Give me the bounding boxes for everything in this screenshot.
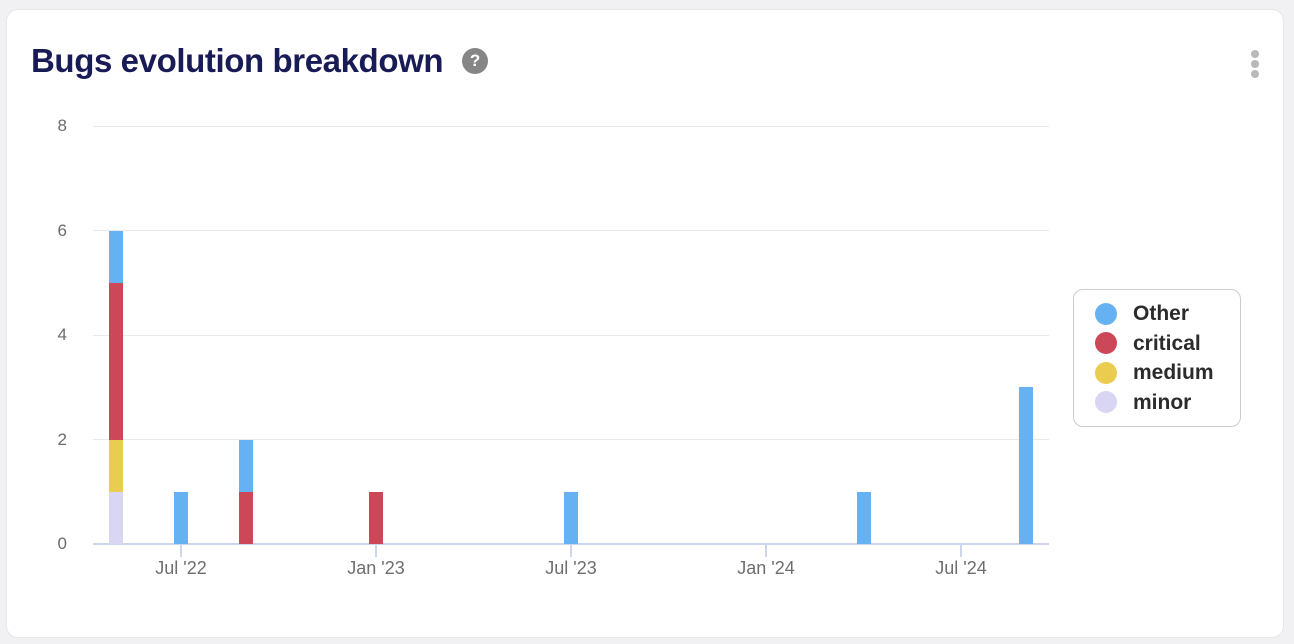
kebab-menu-icon[interactable]	[1249, 48, 1261, 80]
legend-item-label: critical	[1133, 331, 1201, 355]
bar-chart: 0 2 4 6 8 Jul '22 Jan '23 Jul '23 Jan '24 Jul '24	[7, 10, 1283, 637]
legend-marker-icon	[1095, 332, 1117, 355]
legend-item-label: medium	[1133, 361, 1214, 385]
legend-marker-icon	[1095, 391, 1117, 414]
bar-segment-other[interactable]	[109, 230, 123, 283]
legend-item-critical[interactable]: critical	[1095, 329, 1240, 359]
gridline	[93, 125, 1049, 127]
legend-marker-icon	[1095, 361, 1117, 384]
y-axis-label: 6	[57, 220, 67, 240]
legend-item-label: minor	[1133, 390, 1192, 414]
bar-segment-critical[interactable]	[239, 491, 253, 544]
y-axis-label: 8	[57, 116, 67, 135]
card-header: Bugs evolution breakdown ?	[31, 42, 489, 79]
y-axis-label: 4	[57, 325, 67, 344]
chart-title: Bugs evolution breakdown	[31, 42, 444, 79]
y-axis-label: 2	[57, 429, 67, 449]
x-axis-label: Jan '23	[347, 558, 405, 578]
x-axis-label: Jul '23	[545, 558, 597, 578]
gridline	[93, 439, 1049, 440]
kebab-dot	[1251, 60, 1259, 68]
bar-segment-medium[interactable]	[109, 439, 123, 492]
bar-segment-other[interactable]	[856, 491, 871, 544]
legend-item-other[interactable]: Other	[1095, 299, 1240, 329]
x-axis-label: Jul '22	[155, 558, 207, 578]
legend-marker-icon	[1095, 302, 1117, 325]
kebab-dot	[1251, 50, 1259, 58]
y-axis-label: 0	[57, 534, 67, 553]
x-axis-label: Jan '24	[737, 558, 795, 578]
x-axis-tick	[570, 544, 572, 557]
legend-item-minor[interactable]: minor	[1095, 388, 1240, 418]
legend-item-medium[interactable]: medium	[1095, 358, 1240, 388]
bar-segment-critical[interactable]	[369, 491, 383, 544]
x-axis-tick	[180, 544, 182, 557]
x-axis-label: Jul '24	[935, 558, 987, 578]
kebab-dot	[1251, 70, 1259, 78]
gridline	[93, 334, 1049, 336]
chart-card: Bugs evolution breakdown ? 0 2 4 6 8 Jul '22 J…	[6, 9, 1284, 638]
bar-segment-other[interactable]	[1019, 387, 1033, 544]
gridline	[93, 230, 1049, 231]
bar-segment-minor[interactable]	[109, 491, 123, 544]
help-icon[interactable]: ?	[462, 47, 489, 74]
bar-segment-other[interactable]	[174, 491, 188, 544]
legend-item-label: Other	[1133, 302, 1190, 326]
x-axis-tick	[765, 544, 767, 557]
bar-segment-critical[interactable]	[109, 282, 123, 440]
bar-segment-other[interactable]	[239, 439, 253, 492]
bar-segment-other[interactable]	[564, 491, 578, 544]
x-axis-tick	[960, 544, 962, 557]
x-axis-tick	[375, 544, 377, 557]
legend: Other critical medium minor	[1073, 289, 1241, 427]
